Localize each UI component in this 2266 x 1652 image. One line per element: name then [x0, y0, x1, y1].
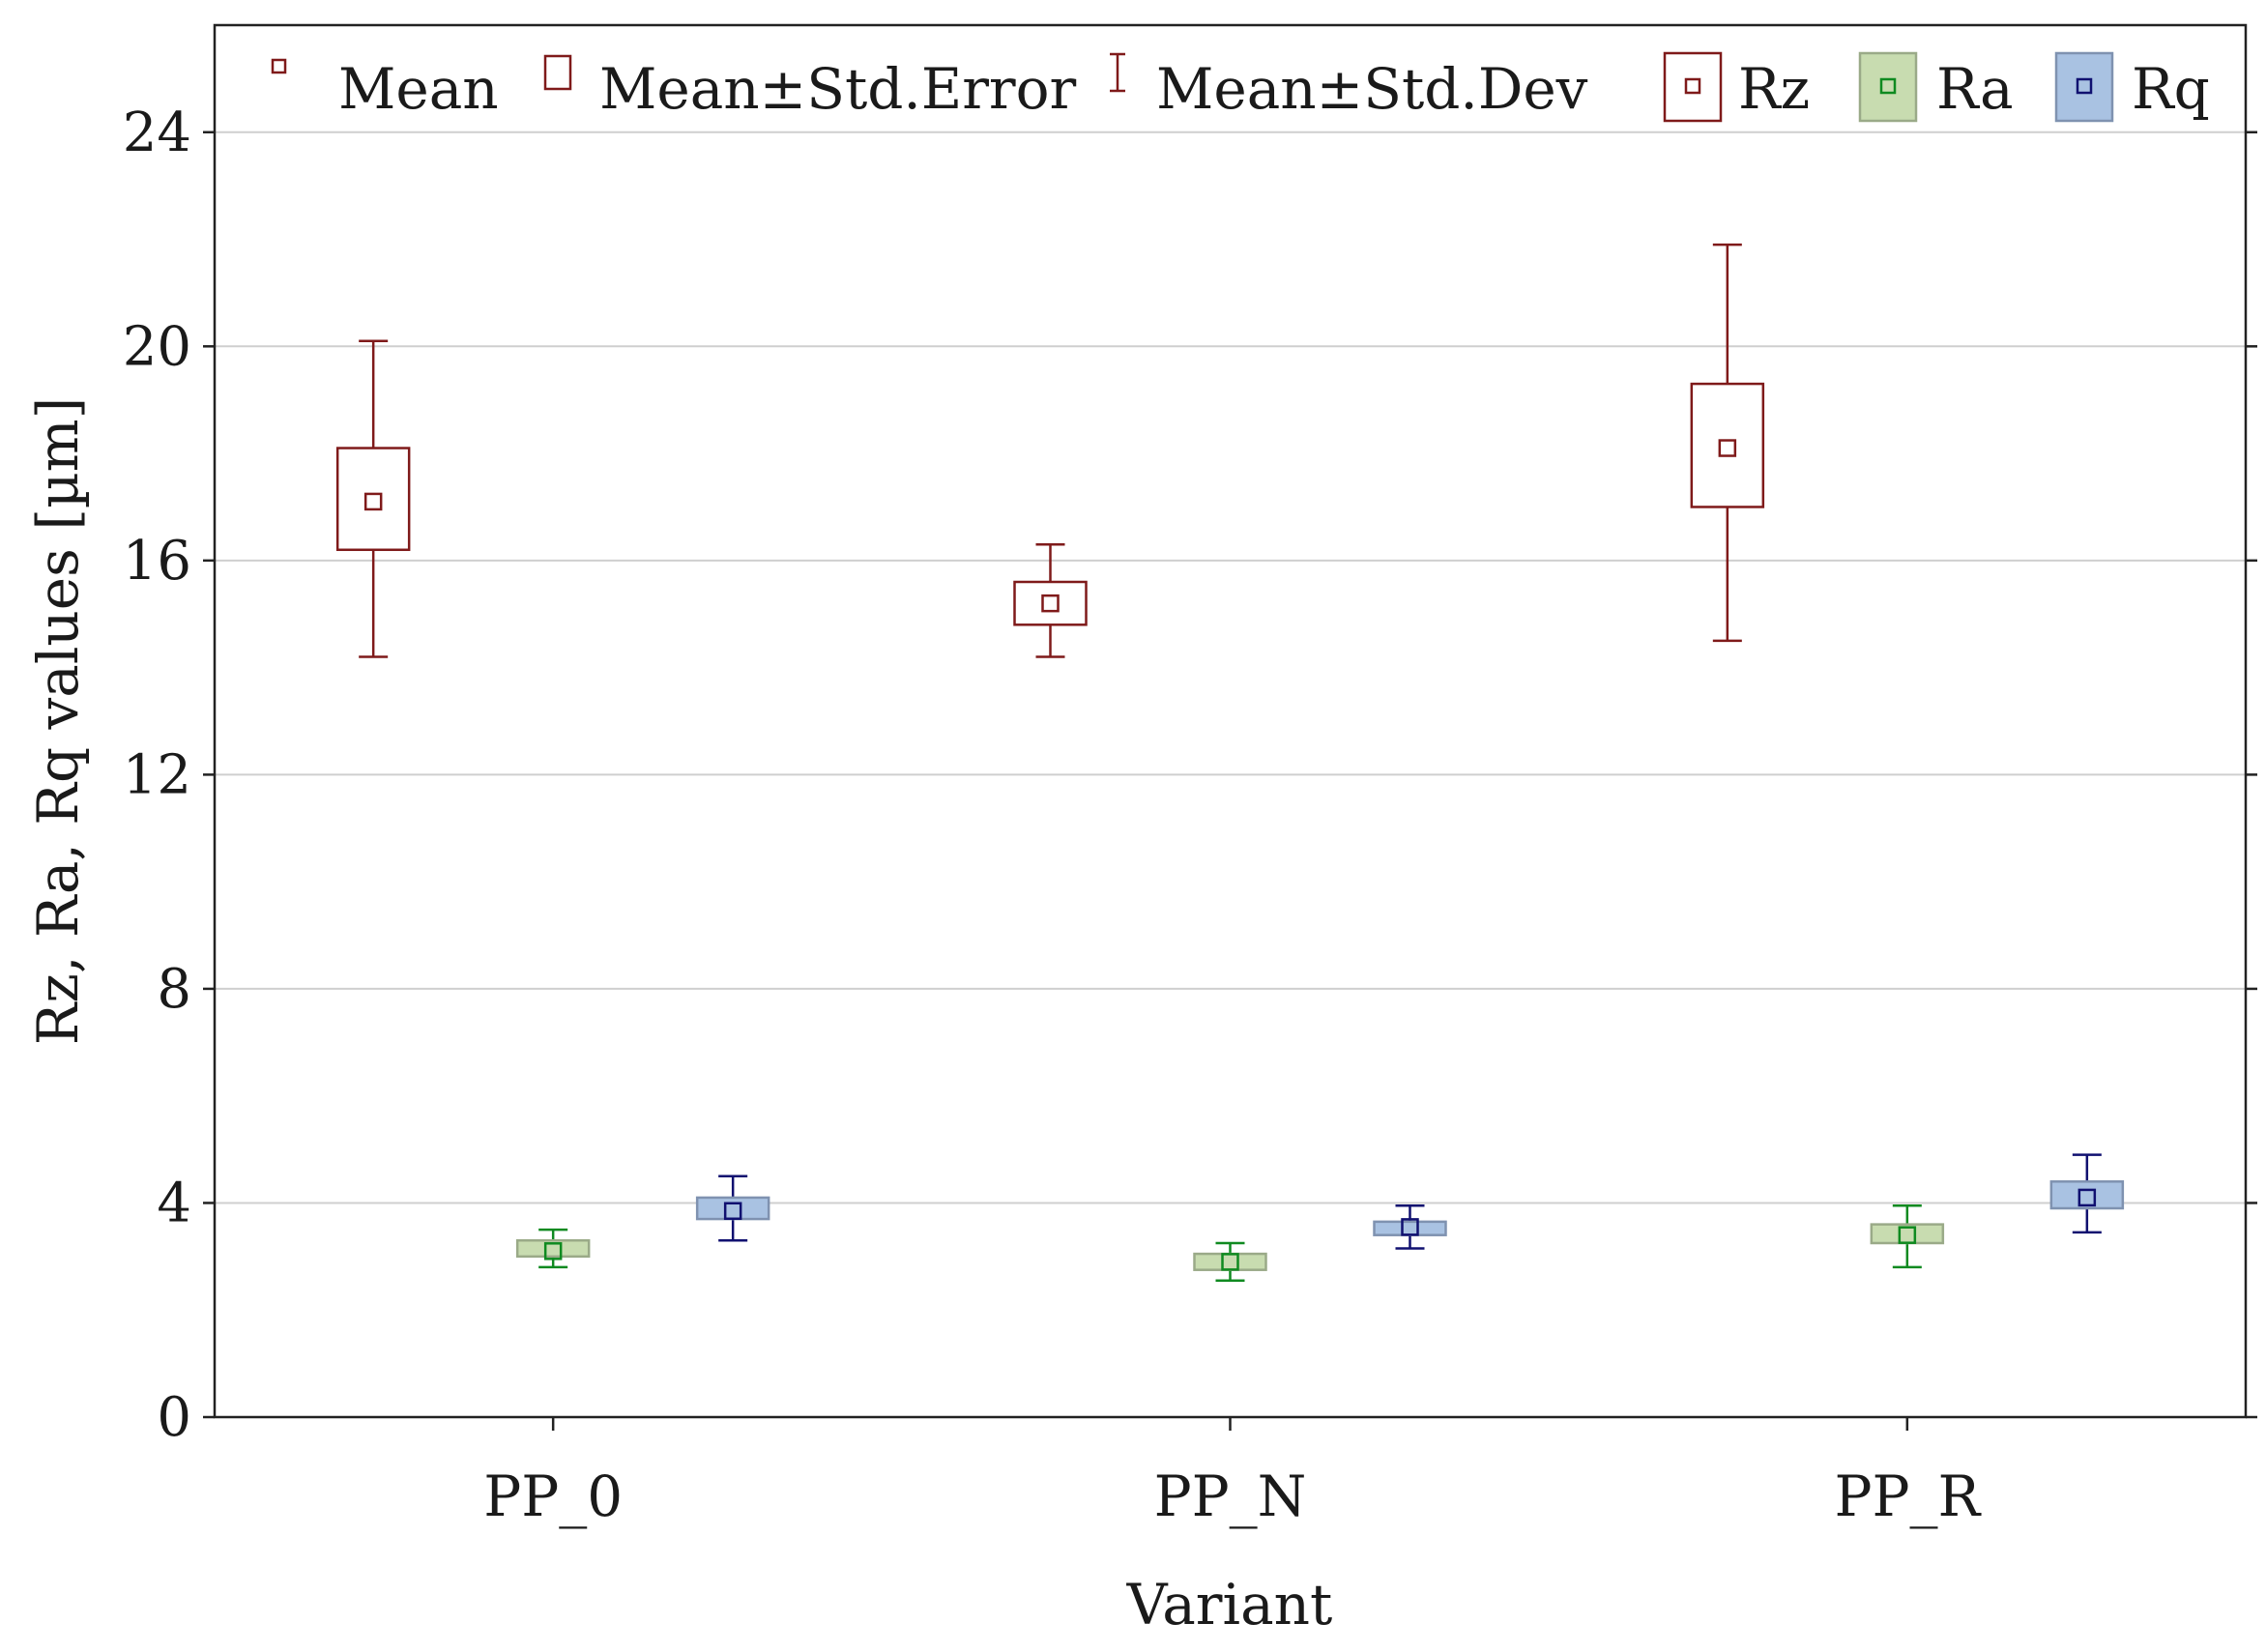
se-box-Rz-PP_0	[335, 447, 411, 552]
legend-std-error-symbol	[543, 54, 572, 91]
legend-std-dev-symbol	[1110, 52, 1125, 93]
legend-ra-label: Ra	[1936, 56, 2014, 122]
legend-mean-symbol	[271, 58, 287, 74]
legend-ra-box	[1858, 51, 1918, 123]
legend-std-dev-label: Mean±Std.Dev	[1156, 56, 1588, 122]
se-box-Rz-PP_R	[1690, 382, 1765, 508]
legend-rq-marker	[2076, 77, 2093, 95]
mean-marker-Rq-PP_R	[2077, 1188, 2097, 1207]
se-box-Rq-PP_R	[2049, 1180, 2125, 1210]
y-tick-label: 16	[123, 530, 191, 593]
data-marks	[335, 243, 2125, 1283]
mean-marker-Ra-PP_0	[543, 1242, 563, 1261]
legend: Mean Mean±Std.Error Mean±Std.Dev Rz Ra R…	[271, 51, 2210, 123]
mean-marker-Rq-PP_N	[1401, 1218, 1419, 1236]
legend-rz-label: Rz	[1738, 56, 1810, 122]
x-tick-label: PP_N	[1154, 1464, 1307, 1529]
se-box-Ra-PP_0	[515, 1238, 591, 1259]
y-tick-label: 24	[123, 101, 191, 164]
mean-marker-Rz-PP_R	[1718, 439, 1737, 457]
axes: 0 4 8 12 16 20 24 PP_0 PP_N PP_R	[123, 101, 2257, 1529]
x-tick-label: PP_R	[1834, 1464, 1982, 1529]
se-box-Rq-PP_0	[695, 1196, 770, 1221]
mean-marker-Rq-PP_0	[723, 1202, 742, 1221]
legend-std-error-label: Mean±Std.Error	[599, 56, 1077, 122]
x-axis-title: Variant	[1126, 1572, 1333, 1638]
y-tick-label: 4	[157, 1172, 191, 1234]
legend-rq-box	[2054, 51, 2114, 123]
mean-marker-Ra-PP_R	[1898, 1226, 1917, 1244]
se-box-Ra-PP_N	[1193, 1252, 1267, 1271]
se-box-Rz-PP_N	[1013, 580, 1088, 626]
y-tick-label: 12	[123, 743, 191, 806]
x-tick-label: PP_0	[483, 1464, 623, 1529]
grid-lines	[215, 130, 2246, 1204]
legend-rq-label: Rq	[2132, 56, 2210, 122]
se-box-Rq-PP_N	[1373, 1220, 1447, 1236]
y-tick-label: 8	[157, 958, 191, 1021]
mean-marker-Rz-PP_0	[363, 492, 383, 511]
legend-rz-box	[1663, 51, 1723, 123]
legend-rz-marker	[1684, 77, 1701, 95]
legend-mean-label: Mean	[338, 56, 499, 122]
mean-marker-Ra-PP_N	[1221, 1253, 1239, 1271]
plot-area-frame	[213, 23, 2248, 1419]
mean-marker-Rz-PP_N	[1041, 594, 1060, 613]
legend-ra-marker	[1879, 77, 1897, 95]
y-axis-title: Rz, Ra, Rq values [µm]	[25, 397, 91, 1046]
y-tick-label: 20	[123, 315, 191, 378]
y-tick-label: 0	[157, 1386, 191, 1449]
